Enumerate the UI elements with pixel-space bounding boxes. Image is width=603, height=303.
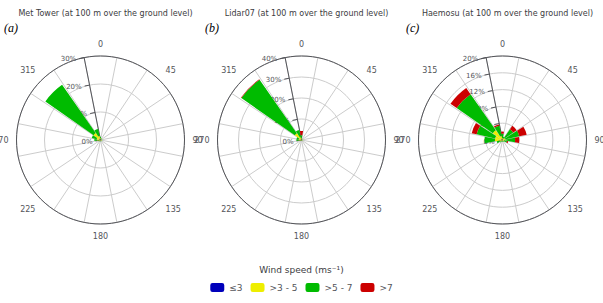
- svg-text:0%: 0%: [283, 138, 294, 146]
- svg-text:20%: 20%: [269, 96, 286, 105]
- svg-text:225: 225: [20, 205, 35, 214]
- svg-text:0: 0: [500, 40, 505, 49]
- svg-text:40%: 40%: [262, 55, 278, 63]
- svg-text:≤3: ≤3: [229, 283, 242, 293]
- svg-text:Lidar07 (at 100 m over the gro: Lidar07 (at 100 m over the ground level): [225, 9, 389, 18]
- svg-text:180: 180: [495, 232, 510, 241]
- svg-text:>5 - 7: >5 - 7: [325, 283, 353, 293]
- svg-text:0%: 0%: [82, 138, 93, 146]
- svg-text:180: 180: [93, 232, 108, 241]
- svg-text:270: 270: [194, 136, 209, 145]
- svg-text:45: 45: [166, 66, 176, 75]
- svg-text:20%: 20%: [463, 55, 479, 63]
- svg-text:12%: 12%: [469, 88, 485, 96]
- svg-text:135: 135: [568, 205, 583, 214]
- svg-text:225: 225: [221, 205, 236, 214]
- svg-text:135: 135: [367, 205, 382, 214]
- svg-text:0%: 0%: [484, 138, 495, 146]
- svg-text:(b): (b): [205, 21, 219, 35]
- svg-text:(a): (a): [4, 21, 18, 35]
- svg-text:30%: 30%: [61, 55, 77, 63]
- svg-text:45: 45: [367, 66, 377, 75]
- svg-text:Met Tower (at 100 m over the g: Met Tower (at 100 m over the ground leve…: [18, 9, 192, 18]
- svg-text:16%: 16%: [466, 72, 482, 80]
- svg-text:45: 45: [568, 66, 578, 75]
- svg-text:270: 270: [395, 136, 410, 145]
- svg-text:0: 0: [299, 40, 304, 49]
- svg-text:315: 315: [221, 66, 236, 75]
- svg-text:>3 - 5: >3 - 5: [270, 283, 298, 293]
- svg-text:135: 135: [166, 205, 181, 214]
- svg-text:270: 270: [0, 136, 9, 145]
- svg-text:0: 0: [98, 40, 103, 49]
- svg-text:90: 90: [595, 136, 603, 145]
- svg-text:>7: >7: [379, 283, 392, 293]
- svg-text:180: 180: [294, 232, 309, 241]
- svg-text:Wind speed (ms⁻¹): Wind speed (ms⁻¹): [259, 265, 343, 275]
- svg-text:8%: 8%: [477, 104, 489, 113]
- svg-text:(c): (c): [406, 21, 419, 35]
- svg-text:20%: 20%: [66, 83, 82, 91]
- svg-text:315: 315: [20, 66, 35, 75]
- svg-text:315: 315: [422, 66, 437, 75]
- svg-text:225: 225: [422, 205, 437, 214]
- svg-text:Haemosu (at 100 m over the gro: Haemosu (at 100 m over the ground level): [422, 9, 593, 18]
- svg-text:30%: 30%: [266, 76, 282, 84]
